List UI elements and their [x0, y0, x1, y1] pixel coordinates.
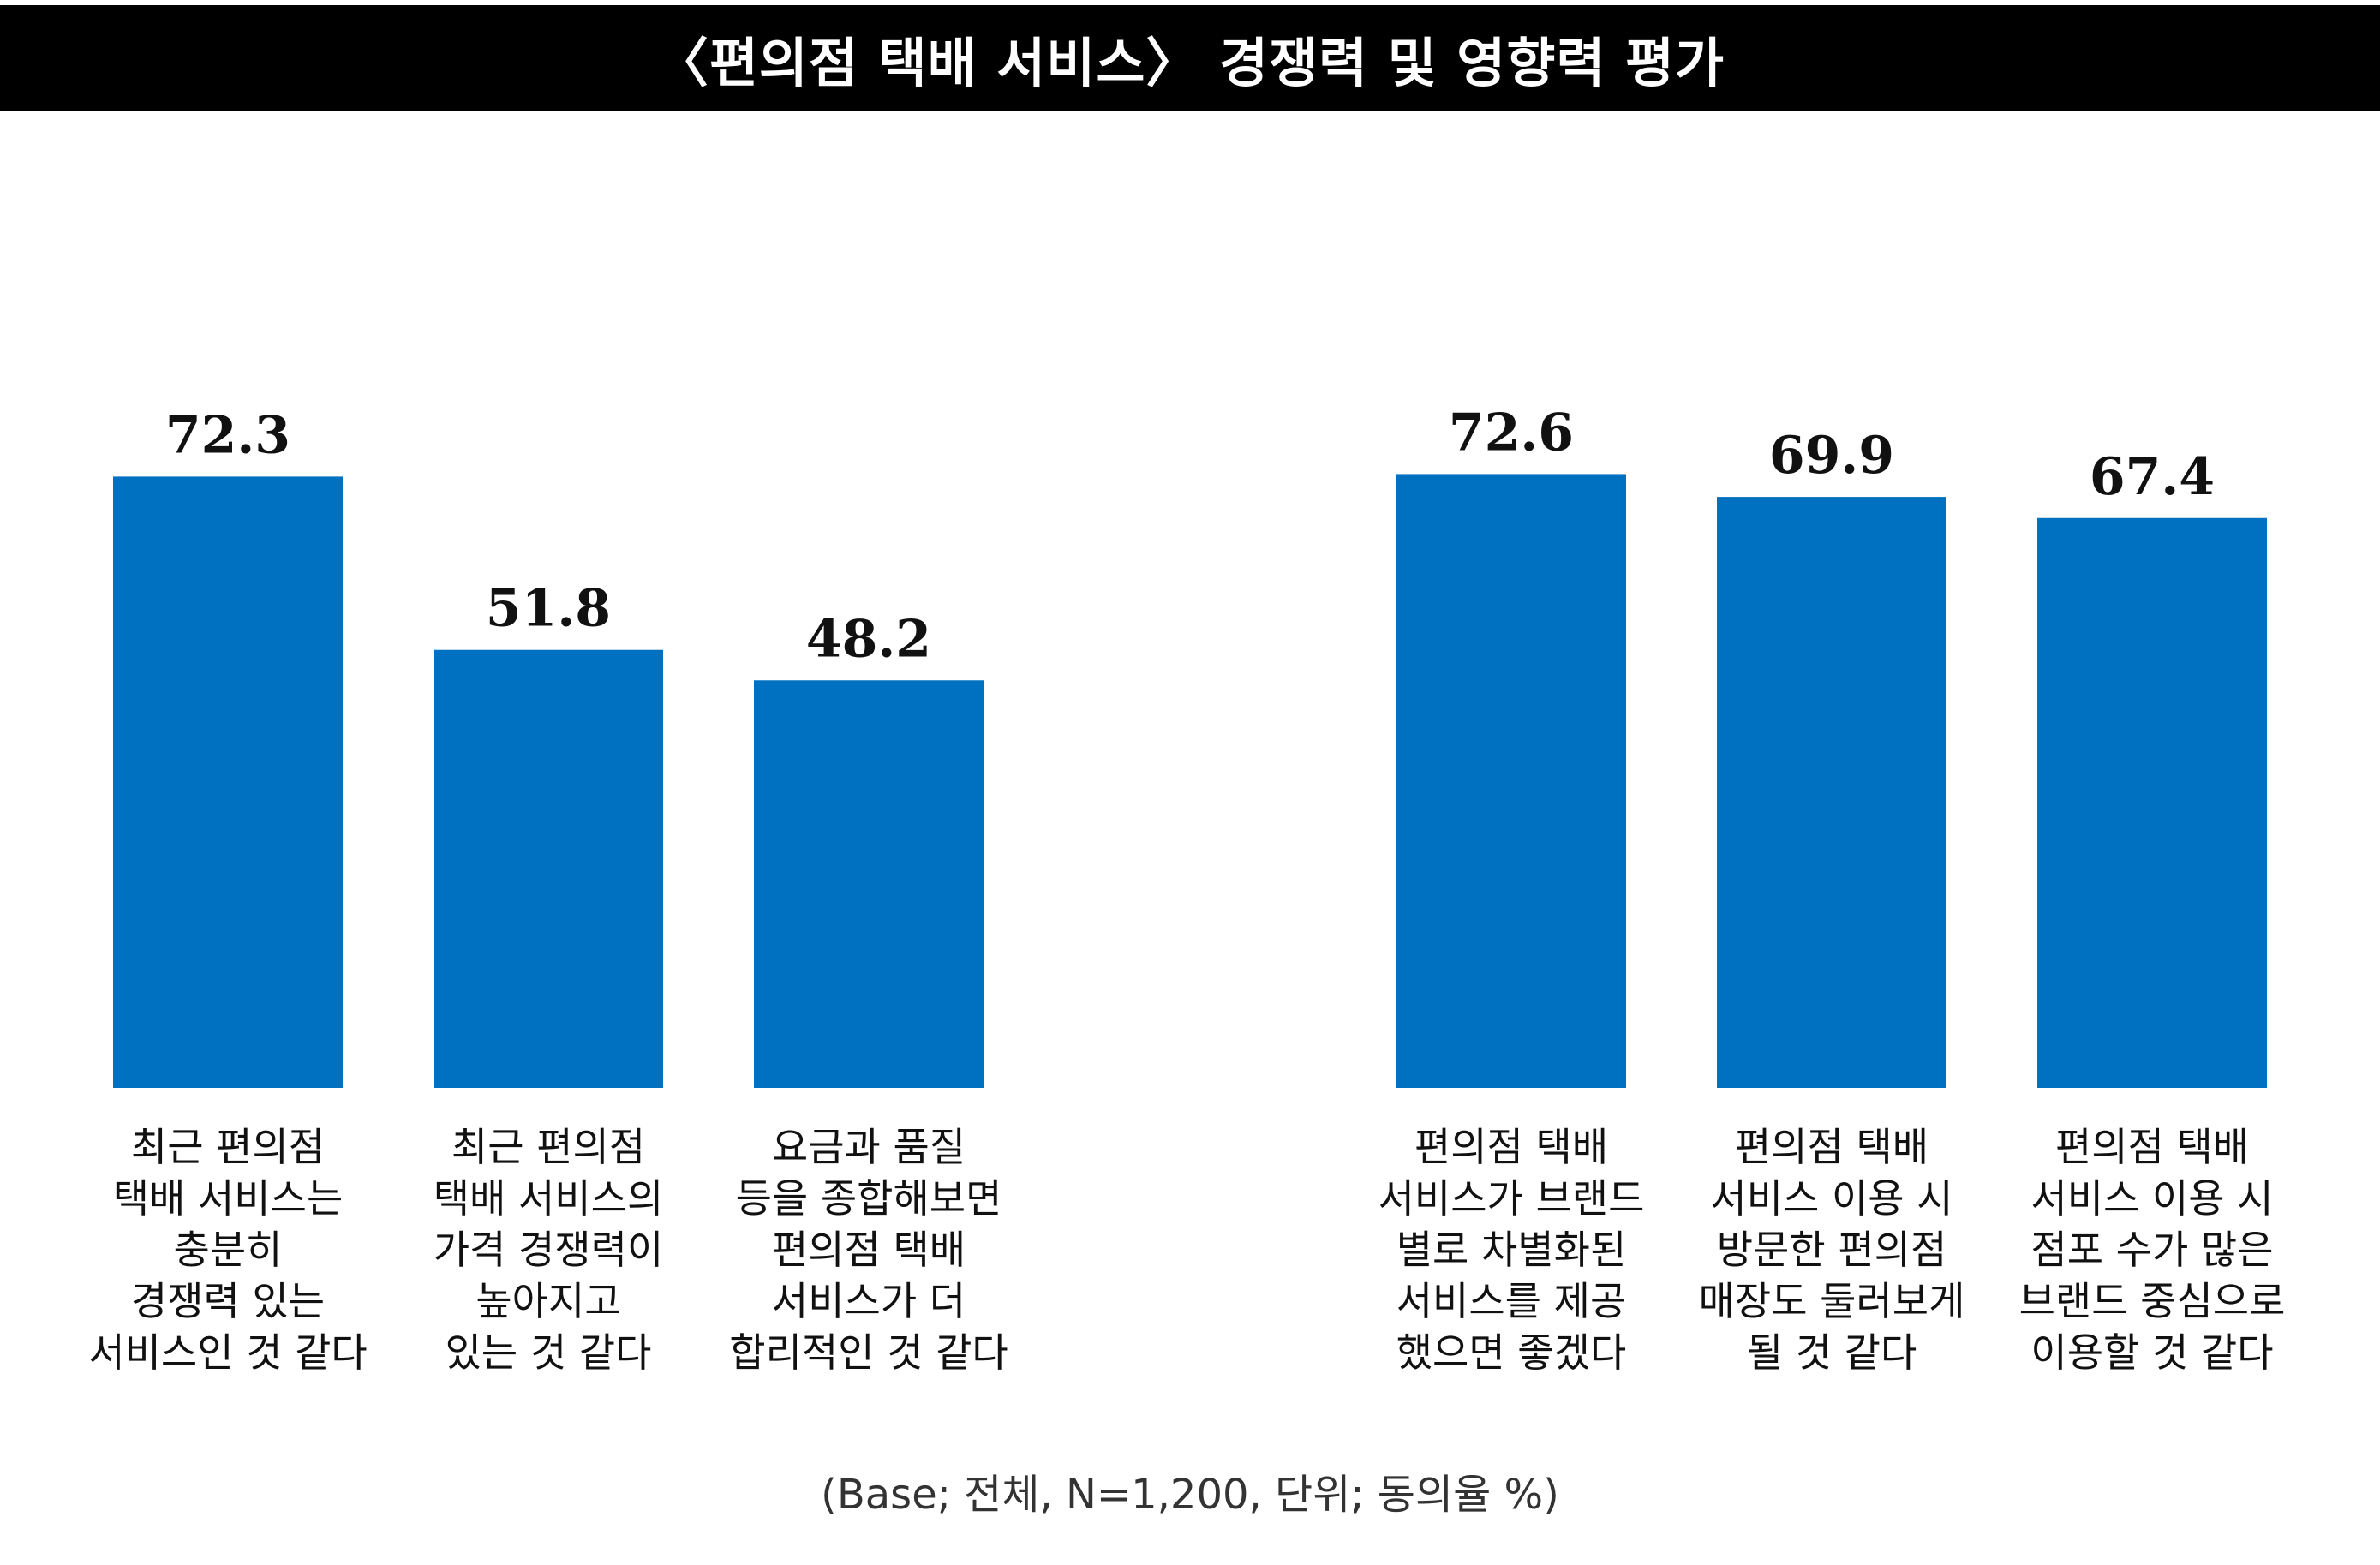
data-label: 69.9 — [1769, 426, 1894, 486]
chart-title: 〈편의점 택배 서비스〉 경쟁력 및 영향력 평가 — [655, 31, 1725, 94]
title-bar: 〈편의점 택배 서비스〉 경쟁력 및 영향력 평가 — [0, 5, 2380, 111]
bar — [113, 476, 343, 1088]
bar — [1717, 497, 1946, 1088]
bar — [434, 649, 663, 1088]
bar — [2037, 517, 2267, 1088]
category-label: 편의점 택배 서비스가 브랜드 별로 차별화된 서비스를 제공 했으면 좋겠다 — [1378, 1124, 1645, 1376]
bar — [1396, 474, 1626, 1088]
data-label: 51.8 — [486, 579, 611, 639]
bar — [754, 680, 984, 1088]
data-label: 72.6 — [1449, 403, 1574, 463]
category-label: 편의점 택배 서비스 이용 시 점포 수가 많은 브랜드 중심으로 이용할 것 같다 — [2019, 1124, 2286, 1376]
data-label: 72.3 — [165, 405, 290, 465]
category-label: 최근 편의점 택배 서비스는 충분히 경쟁력 있는 서비스인 것 같다 — [88, 1124, 367, 1376]
category-label: 편의점 택배 서비스 이용 시 방문한 편의점 매장도 둘러보게 될 것 같다 — [1699, 1124, 1965, 1376]
category-label: 최근 편의점 택배 서비스의 가격 경쟁력이 높아지고 있는 것 같다 — [434, 1124, 664, 1376]
data-label: 67.4 — [2090, 447, 2215, 507]
category-label: 요금과 품질 등을 종합해보면 편의점 택배 서비스가 더 합리적인 것 같다 — [729, 1124, 1008, 1376]
data-label: 48.2 — [806, 609, 931, 669]
footnote: (Base; 전체, N=1,200, 단위; 동의율 %) — [821, 1471, 1559, 1519]
